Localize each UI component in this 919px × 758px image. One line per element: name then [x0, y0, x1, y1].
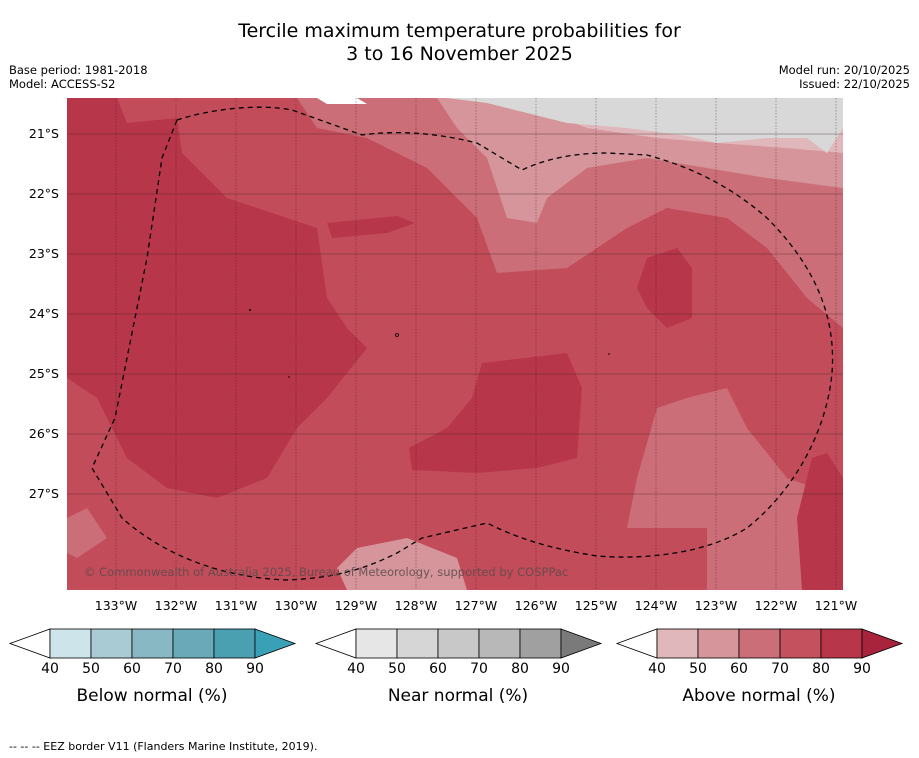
above-colorbar-min-triangle [615, 628, 658, 659]
above-colorbar-tick: 70 [771, 661, 789, 677]
lon-label: 125°W [574, 598, 618, 613]
lon-label: 129°W [334, 598, 378, 613]
lat-label: 24°S [28, 306, 59, 321]
meta-left: Base period: 1981-2018 Model: ACCESS-S2 [9, 63, 148, 91]
near-colorbar-segment [396, 628, 439, 659]
near-colorbar-tick: 90 [552, 661, 570, 677]
above-colorbar-segment [656, 628, 699, 659]
map-title: Tercile maximum temperature probabilitie… [0, 20, 919, 66]
latitude-lines [67, 133, 843, 495]
lon-label: 133°W [94, 598, 138, 613]
region-above-60-southeast [627, 388, 843, 590]
above-colorbar-tick: 90 [853, 661, 871, 677]
island-marker [288, 376, 290, 378]
below-colorbar-tick: 70 [164, 661, 182, 677]
above-colorbar-segment [738, 628, 781, 659]
near-colorbar-segment [355, 628, 398, 659]
near-colorbar-tick: 60 [429, 661, 447, 677]
below-colorbar-segment [49, 628, 92, 659]
below-colorbar-tick: 40 [41, 661, 59, 677]
below-colorbar-tick: 60 [123, 661, 141, 677]
above-colorbar-tick: 40 [648, 661, 666, 677]
region-near-normal [447, 98, 843, 153]
lon-label: 122°W [754, 598, 798, 613]
issued-date: Issued: 22/10/2025 [799, 77, 910, 91]
map-title-line1: Tercile maximum temperature probabilitie… [238, 20, 681, 42]
region-above-80-west [67, 98, 367, 498]
colorbar-below-title: Below normal (%) [76, 686, 228, 706]
below-colorbar-tick: 90 [246, 661, 264, 677]
lon-label: 126°W [514, 598, 558, 613]
copyright-notice: © Commonwealth of Australia 2025, Bureau… [84, 565, 569, 579]
island-marker [608, 353, 610, 355]
region-above-60-west [67, 508, 107, 558]
near-colorbar-tick: 70 [470, 661, 488, 677]
below-colorbar-segment [213, 628, 256, 659]
near-colorbar-tick: 40 [347, 661, 365, 677]
island-marker [249, 309, 251, 311]
base-period: Base period: 1981-2018 [9, 63, 148, 77]
below-colorbar-segment [172, 628, 215, 659]
above-colorbar-tick: 50 [689, 661, 707, 677]
region-above-80-center [409, 353, 582, 473]
lon-label: 121°W [814, 598, 858, 613]
lon-label: 132°W [154, 598, 198, 613]
lat-label: 26°S [28, 426, 59, 441]
region-above-60-top [297, 98, 397, 138]
colorbars-svg [8, 628, 904, 659]
lat-label: 25°S [28, 366, 59, 381]
lon-label: 124°W [634, 598, 678, 613]
near-colorbar-segment [519, 628, 562, 659]
region-above-50-south [337, 538, 467, 590]
below-colorbar-max-triangle [254, 628, 297, 659]
near-colorbar-min-triangle [314, 628, 357, 659]
footer-note: -- -- -- EEZ border V11 (Flanders Marine… [9, 740, 318, 753]
region-above-80-east [637, 248, 692, 328]
region-above-80-southeast [797, 453, 843, 590]
above-colorbar-segment [697, 628, 740, 659]
eez-border [91, 106, 834, 581]
lon-label: 131°W [214, 598, 258, 613]
meta-right: Model run: 20/10/2025 Issued: 22/10/2025 [779, 63, 910, 91]
below-colorbar-segment [131, 628, 174, 659]
above-colorbar-tick: 80 [812, 661, 830, 677]
colorbars [0, 624, 919, 664]
map-svg [67, 98, 843, 590]
near-colorbar-tick: 80 [511, 661, 529, 677]
above-colorbar-max-triangle [861, 628, 904, 659]
model-name: Model: ACCESS-S2 [9, 77, 116, 91]
below-colorbar-tick: 50 [82, 661, 100, 677]
near-colorbar-segment [437, 628, 480, 659]
colorbar-near-title: Near normal (%) [387, 686, 529, 706]
below-colorbar-min-triangle [8, 628, 51, 659]
region-white-top [317, 98, 367, 104]
near-colorbar-tick: 50 [388, 661, 406, 677]
probability-map[interactable] [67, 98, 843, 590]
region-above-80-small [327, 216, 415, 238]
colorbar-below [8, 628, 297, 659]
below-colorbar-segment [90, 628, 133, 659]
lat-label: 21°S [28, 126, 59, 141]
lat-label: 23°S [28, 246, 59, 261]
map-title-line2: 3 to 16 November 2025 [346, 43, 573, 65]
lon-label: 127°W [454, 598, 498, 613]
above-colorbar-tick: 60 [730, 661, 748, 677]
near-colorbar-segment [478, 628, 521, 659]
lon-label: 123°W [694, 598, 738, 613]
colorbar-near [314, 628, 603, 659]
near-colorbar-max-triangle [560, 628, 603, 659]
below-colorbar-tick: 80 [205, 661, 223, 677]
colorbar-above [615, 628, 904, 659]
lat-label: 22°S [28, 186, 59, 201]
lon-label: 128°W [394, 598, 438, 613]
above-colorbar-segment [779, 628, 822, 659]
island-marker [395, 333, 399, 337]
lat-label: 27°S [28, 486, 59, 501]
lon-label: 130°W [274, 598, 318, 613]
graticule [115, 98, 837, 590]
model-run: Model run: 20/10/2025 [778, 63, 910, 77]
above-colorbar-segment [820, 628, 863, 659]
colorbar-above-title: Above normal (%) [682, 686, 836, 706]
